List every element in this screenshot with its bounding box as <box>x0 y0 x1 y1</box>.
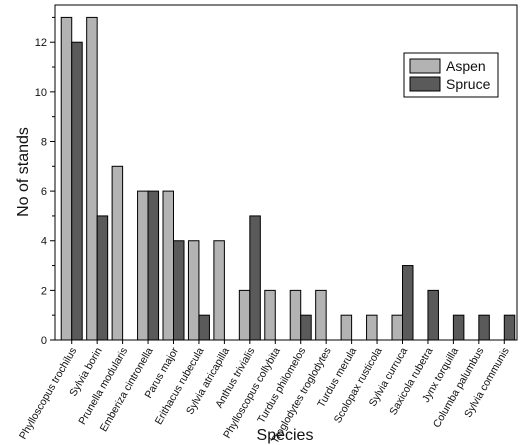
legend-swatch-spruce <box>409 76 441 92</box>
bar-spruce <box>300 314 312 341</box>
legend: Aspen Spruce <box>403 52 499 98</box>
bar-spruce <box>173 240 185 341</box>
bar-spruce <box>198 314 210 341</box>
bar-spruce <box>71 41 83 341</box>
bar-aspen <box>86 16 98 341</box>
bar-spruce <box>96 215 109 341</box>
bar-aspen <box>238 289 251 341</box>
bars <box>60 16 516 341</box>
bar-spruce <box>478 314 490 341</box>
bar-spruce <box>503 314 516 341</box>
bar-spruce <box>402 265 414 341</box>
bar-aspen <box>111 165 124 341</box>
y-tick-label: 10 <box>35 87 47 99</box>
y-tick-label: 4 <box>41 236 47 248</box>
y-tick-label: 12 <box>35 37 47 49</box>
x-axis-title: Species <box>257 427 314 444</box>
legend-swatch-aspen <box>409 58 441 74</box>
bar-spruce <box>249 215 261 341</box>
bar-spruce <box>147 190 160 341</box>
bar-spruce <box>452 314 465 341</box>
legend-label-spruce: Spruce <box>446 76 491 92</box>
bar-aspen <box>315 289 327 341</box>
bar-aspen <box>289 289 302 341</box>
y-tick-label: 6 <box>41 186 47 198</box>
y-tick-label: 2 <box>41 285 47 297</box>
y-axis-title: No of stands <box>15 127 32 217</box>
y-axis: 0 2 4 6 8 10 12 <box>35 16 55 347</box>
bar-aspen <box>162 190 174 341</box>
bar-aspen <box>187 240 200 341</box>
y-tick-label: 8 <box>41 136 47 148</box>
bar-aspen <box>366 314 378 341</box>
bar-aspen <box>60 16 73 341</box>
bar-spruce <box>427 289 439 341</box>
bar-aspen <box>391 314 403 341</box>
bar-aspen <box>213 240 225 341</box>
bar-aspen <box>340 314 353 341</box>
legend-label-aspen: Aspen <box>446 58 486 74</box>
y-tick-label: 0 <box>41 335 47 347</box>
bar-aspen <box>264 289 276 341</box>
bar-aspen <box>137 190 149 341</box>
